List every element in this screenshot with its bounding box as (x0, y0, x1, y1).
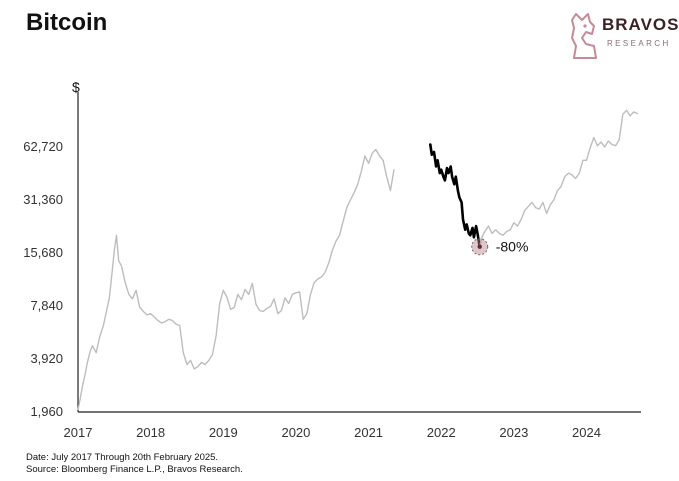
chart-axes: $ (72, 79, 641, 413)
y-tick-label: 3,920 (30, 351, 63, 366)
source-note: Source: Bloomberg Finance L.P., Bravos R… (26, 464, 243, 475)
y-axis-label: $ (72, 79, 80, 95)
chart-series (77, 109, 639, 411)
y-tick-label: 62,720 (23, 139, 63, 154)
y-tick-label: 31,360 (23, 192, 63, 207)
x-tick-label: 2020 (281, 425, 310, 440)
horse-logo-icon (571, 13, 597, 59)
drawdown-marker-dot (477, 244, 482, 249)
x-tick-label: 2021 (354, 425, 383, 440)
date-note: Date: July 2017 Through 20th February 20… (26, 452, 219, 463)
x-tick-label: 2017 (64, 425, 93, 440)
x-tick-label: 2024 (572, 425, 601, 440)
brand-logo: BRAVOS RESEARCH (568, 8, 678, 66)
y-tick-label: 7,840 (30, 298, 63, 313)
x-tick-label: 2023 (499, 425, 528, 440)
y-tick-label: 1,960 (30, 404, 63, 419)
y-tick-label: 15,680 (23, 245, 63, 260)
brand-name: BRAVOS (602, 15, 679, 34)
x-tick-label: 2018 (136, 425, 165, 440)
page-title: Bitcoin (26, 9, 108, 36)
brand-tagline: RESEARCH (607, 39, 671, 48)
y-axis-ticks: 1,960 3,920 7,840 15,680 31,360 62,720 (23, 139, 63, 419)
x-tick-label: 2019 (209, 425, 238, 440)
chart-annotations: -80% (471, 238, 529, 256)
price-series-line (479, 109, 639, 248)
x-tick-label: 2022 (427, 425, 456, 440)
price-series-line (77, 148, 395, 411)
drawdown-label: -80% (496, 239, 529, 255)
x-axis-ticks: 2017 2018 2019 2020 2021 2022 2023 2024 (64, 425, 601, 440)
drawdown-series-line (429, 143, 481, 248)
